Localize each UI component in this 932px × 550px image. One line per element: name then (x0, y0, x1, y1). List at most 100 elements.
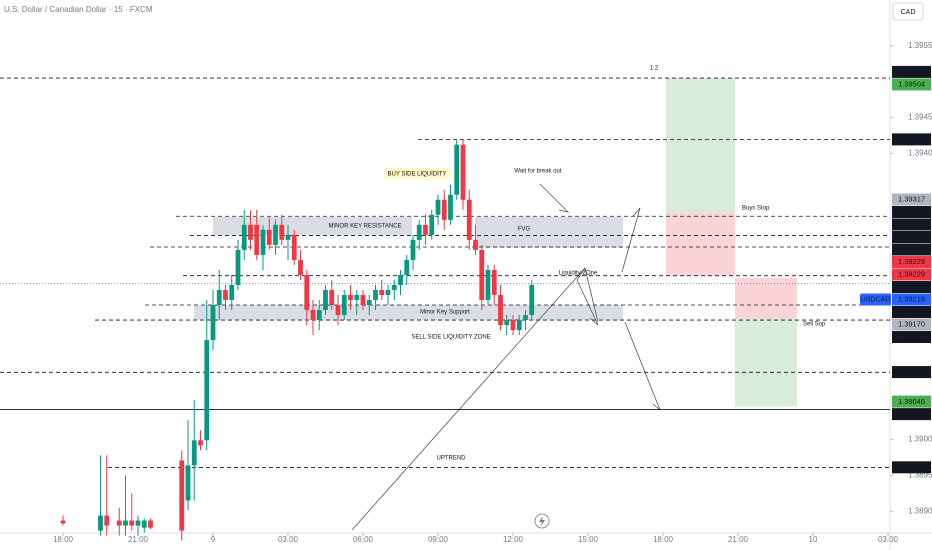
y-tick-label: 1.38950 (908, 471, 932, 480)
candle-body (254, 224, 260, 255)
candle-body (454, 144, 460, 195)
candle-body (466, 199, 472, 240)
price-label-bg (892, 318, 931, 331)
candle-body (341, 294, 347, 316)
price-label: 1.38961 (898, 463, 925, 472)
price-label-bg (892, 193, 931, 206)
candle-body (491, 269, 497, 295)
price-label: 1.39269 (898, 232, 925, 241)
price-label-bg (892, 461, 931, 474)
price-label-bg (892, 256, 931, 269)
candle-body (229, 284, 235, 301)
arrow (576, 267, 599, 323)
price-label-bg (892, 231, 931, 244)
candle-body (366, 300, 372, 306)
candle-body (460, 144, 466, 200)
candle-body (529, 284, 535, 316)
x-tick-label: 06:00 (353, 535, 374, 544)
candle-body (441, 199, 447, 220)
y-tick-label: 1.38900 (908, 506, 932, 515)
symbol-tag-bg (860, 293, 891, 306)
x-tick-label: 15:00 (578, 535, 599, 544)
price-label: 1.39167 (898, 332, 925, 341)
candle-body (391, 284, 397, 290)
x-tick-label: 18:00 (653, 535, 674, 544)
candle-body (104, 515, 110, 526)
price-label: 1.39046 (898, 397, 925, 406)
candle-body (273, 224, 278, 245)
price-label-bg (892, 408, 931, 421)
price-label-bg (892, 331, 931, 344)
stop-zone (666, 212, 735, 276)
currency-button[interactable] (892, 2, 924, 21)
price-label-bg (892, 268, 931, 281)
candle-body (423, 224, 428, 235)
annotation: Liquidity ZOne (559, 271, 598, 277)
x-tick-label: 21:00 (728, 535, 749, 544)
annotation: SELL SIDE LIQUIDITY ZONE (411, 335, 490, 341)
candle-body (360, 294, 366, 306)
arrow (624, 321, 661, 411)
y-tick-label: 1.39000 (908, 435, 932, 444)
candle-body (129, 520, 135, 526)
candle-body (379, 289, 385, 295)
candle-body (204, 340, 210, 441)
candle-body (98, 515, 103, 531)
candle-body (329, 289, 335, 306)
candle-body (335, 305, 341, 316)
stop-zone (735, 277, 797, 318)
annotation: UPTREND (436, 456, 466, 462)
candle-body (248, 224, 253, 240)
target-zone (666, 78, 735, 213)
support-zone (194, 305, 623, 320)
annotation: BUY SIDE LIQUIDITY (388, 172, 447, 178)
candle-body (116, 520, 122, 526)
y-tick-label: 1.39400 (908, 148, 932, 157)
candle-body (135, 520, 141, 526)
candle-body (385, 289, 391, 295)
price-label: 1.39094 (898, 367, 925, 376)
candle-body (416, 224, 422, 240)
price-label-bg (892, 218, 931, 231)
x-tick-label: 03:00 (278, 535, 299, 544)
currency[interactable]: CAD (901, 9, 916, 16)
candle-body (304, 274, 310, 311)
candle-body (523, 315, 528, 321)
price-label: 1.39229 (898, 270, 925, 279)
fvg-zone (475, 217, 623, 248)
candle-body (323, 289, 328, 311)
candle-body (241, 224, 247, 250)
x-tick-label: 12:00 (503, 535, 524, 544)
price-label: 1.39505 (898, 67, 925, 76)
price-label: 1.39258 (898, 245, 925, 254)
candle-body (185, 465, 191, 501)
candle-body (141, 520, 147, 528)
candle-body (504, 320, 510, 326)
price-label: 1.39188 (898, 307, 925, 316)
candle-body (235, 249, 241, 285)
price-label-bg (892, 243, 931, 256)
candle-body (316, 310, 322, 321)
arrow (621, 207, 641, 273)
price-label: 1.39170 (898, 320, 925, 329)
annotation: Minor Key Support (420, 310, 470, 316)
candle-body (148, 520, 153, 528)
candle-body (60, 520, 66, 524)
candle-body (123, 520, 128, 526)
candle-body (348, 294, 353, 301)
candle-body (435, 199, 441, 215)
annotation: FVG (518, 227, 531, 233)
candle-body (404, 259, 410, 275)
ratio-label: 1:2 (650, 66, 659, 72)
candle-body (291, 234, 297, 260)
candle-body (373, 289, 378, 301)
trend-line (351, 267, 586, 531)
candle-body (223, 289, 228, 301)
candle-body (510, 320, 516, 331)
price-label-bg (892, 281, 931, 294)
price-label: 1.39226 (898, 282, 925, 291)
price-label: 1.39504 (898, 80, 925, 89)
candle-body (410, 239, 416, 260)
price-label: 1.39218 (898, 295, 925, 304)
